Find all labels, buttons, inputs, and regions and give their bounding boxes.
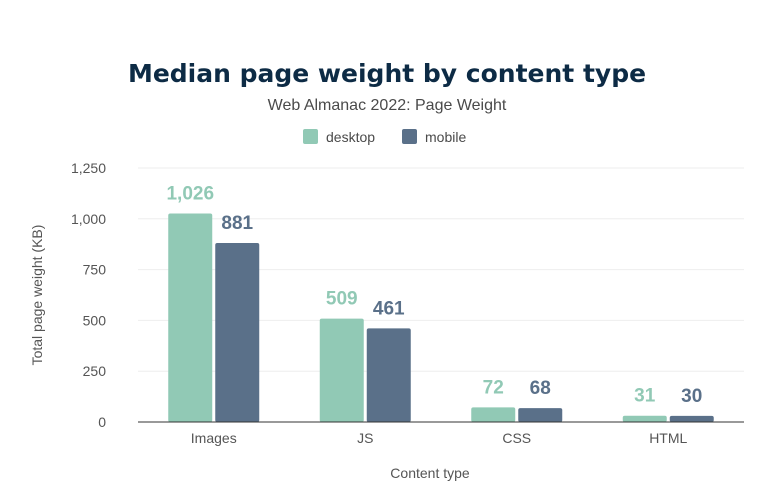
legend: desktop mobile bbox=[303, 129, 466, 145]
y-tick-label: 1,000 bbox=[71, 211, 106, 227]
bar-mobile-images bbox=[215, 242, 260, 422]
data-labels: 1,026 881 509 461 72 68 31 30 bbox=[166, 184, 702, 407]
y-tick-label: 500 bbox=[83, 312, 107, 328]
data-label-mobile-images: 881 bbox=[221, 213, 253, 234]
data-label-desktop-css: 72 bbox=[483, 377, 504, 398]
legend-label: mobile bbox=[425, 129, 466, 145]
legend-swatch bbox=[303, 129, 318, 144]
legend-label: desktop bbox=[326, 129, 375, 145]
chart-title: Median page weight by content type bbox=[128, 59, 646, 88]
legend-swatch bbox=[402, 129, 417, 144]
x-tick-label: HTML bbox=[649, 430, 687, 446]
x-axis-label: Content type bbox=[390, 465, 470, 481]
y-tick-label: 1,250 bbox=[71, 160, 106, 176]
y-tick-label: 750 bbox=[83, 262, 107, 278]
x-axis-ticks: Images JS CSS HTML bbox=[191, 430, 688, 446]
y-axis-label: Total page weight (KB) bbox=[29, 225, 45, 366]
x-tick-label: CSS bbox=[502, 430, 531, 446]
data-label-desktop-html: 31 bbox=[634, 386, 656, 407]
bar-desktop-html bbox=[622, 415, 667, 422]
legend-item-desktop[interactable]: desktop bbox=[303, 129, 375, 145]
data-label-desktop-images: 1,026 bbox=[166, 184, 214, 205]
y-tick-label: 250 bbox=[83, 363, 107, 379]
data-label-desktop-js: 509 bbox=[326, 289, 358, 310]
data-label-mobile-js: 461 bbox=[373, 298, 405, 319]
bar-desktop-css bbox=[471, 407, 516, 422]
bars bbox=[168, 213, 714, 422]
bar-mobile-css bbox=[518, 408, 563, 422]
data-label-mobile-css: 68 bbox=[530, 378, 551, 399]
bar-mobile-html bbox=[669, 415, 714, 422]
bar-desktop-js bbox=[319, 318, 364, 422]
y-tick-label: 0 bbox=[98, 414, 106, 430]
bar-desktop-images bbox=[168, 213, 213, 422]
data-label-mobile-html: 30 bbox=[681, 386, 702, 407]
x-tick-label: JS bbox=[357, 430, 373, 446]
chart-subtitle: Web Almanac 2022: Page Weight bbox=[268, 97, 507, 114]
bar-mobile-js bbox=[366, 328, 411, 422]
x-tick-label: Images bbox=[191, 430, 237, 446]
y-axis-ticks: 0 250 500 750 1,000 1,250 bbox=[71, 160, 106, 430]
legend-item-mobile[interactable]: mobile bbox=[402, 129, 466, 145]
